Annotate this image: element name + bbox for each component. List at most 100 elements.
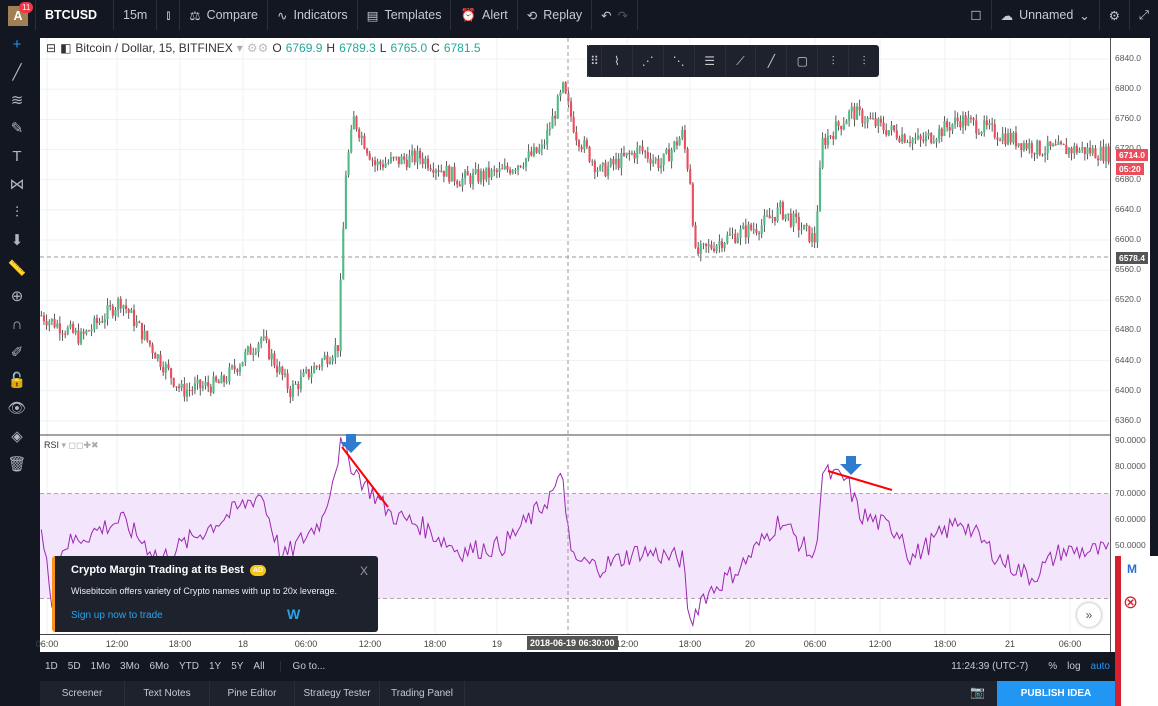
zoom-icon[interactable]: ⊕ [10, 288, 24, 305]
candle [291, 384, 294, 397]
templates-button[interactable]: ▤ Templates [358, 0, 452, 30]
symbol-search[interactable]: BTCUSD [36, 0, 114, 30]
candle [535, 147, 538, 153]
candle [421, 158, 424, 165]
ad-close-button[interactable]: X [359, 564, 368, 578]
price-tick: 6680.0 [1115, 173, 1141, 184]
replay-button[interactable]: ⟲ Replay [518, 0, 593, 30]
candle [1044, 153, 1047, 156]
trend-line-icon[interactable]: ╱ [12, 64, 22, 81]
tab-strategy-tester[interactable]: Strategy Tester [295, 681, 380, 706]
candle [755, 229, 758, 233]
rsi-settings-icon[interactable]: ▾ ◻◻✚✖ [61, 440, 99, 450]
price-axis[interactable]: 6840.0 6800.0 6760.0 6720.0 6680.0 6640.0 6600… [1110, 38, 1150, 652]
open-label: O [272, 41, 282, 55]
collapse-icon[interactable]: ⊟ [46, 41, 57, 55]
chart-style-button[interactable]: ⫾ [157, 0, 181, 30]
range-3mo[interactable]: 3Mo [120, 660, 140, 672]
prediction-icon[interactable]: ⫶ [15, 203, 19, 221]
text-icon[interactable]: T [12, 147, 22, 165]
user-menu[interactable]: A 11 [0, 0, 36, 30]
close-circle-icon[interactable]: ⊗ [1123, 592, 1139, 612]
candle [238, 366, 242, 373]
interval-button[interactable]: 15m [114, 0, 158, 30]
tab-screener[interactable]: Screener [40, 681, 125, 706]
layout-menu[interactable]: ☁ Unnamed ⌄ [992, 0, 1100, 30]
position-icon[interactable]: ⫶ [817, 45, 848, 77]
log-toggle[interactable]: log [1067, 660, 1081, 672]
settings-button[interactable]: ⚙ [1100, 0, 1130, 30]
eye-icon[interactable]: 👁 [7, 400, 27, 417]
pattern-tool-icon[interactable]: ⌇ [600, 45, 632, 77]
camera-icon[interactable]: 📷 [970, 685, 985, 699]
percent-toggle[interactable]: % [1048, 660, 1058, 672]
time-tick: 18:00 [168, 639, 192, 649]
candle [162, 367, 165, 373]
range-6mo[interactable]: 6Mo [149, 660, 169, 672]
candle [697, 247, 700, 254]
candle [352, 116, 355, 130]
range-1d[interactable]: 1D [45, 660, 58, 672]
candle [1083, 147, 1086, 155]
drag-handle-icon[interactable]: ⠿ [587, 45, 601, 77]
range-1y[interactable]: 1Y [208, 660, 222, 672]
indicators-button[interactable]: ∿ Indicators [268, 0, 358, 30]
fib-icon[interactable]: ≋ [10, 92, 24, 109]
forecast-icon[interactable]: ⫶ [848, 45, 879, 77]
ruler-icon[interactable]: 📏 [7, 260, 27, 277]
range-ytd[interactable]: YTD [178, 660, 199, 672]
candle [85, 330, 88, 334]
candle [1104, 146, 1108, 162]
magnet-icon[interactable]: ∩ [11, 315, 23, 333]
range-all[interactable]: All [253, 660, 265, 672]
candle [286, 373, 289, 389]
scroll-to-realtime-button[interactable]: » [1077, 603, 1101, 627]
abcd-icon[interactable]: ⋱ [662, 45, 694, 77]
chart-area[interactable] [40, 38, 1110, 652]
range-5d[interactable]: 5D [67, 660, 81, 672]
ray-icon[interactable]: ⟋ [724, 45, 756, 77]
undo-icon[interactable]: ↶ [601, 8, 612, 23]
tab-text-notes[interactable]: Text Notes [125, 681, 210, 706]
chart-canvas[interactable] [40, 38, 1110, 634]
range-1mo[interactable]: 1Mo [90, 660, 111, 672]
candle [895, 130, 898, 139]
candle [371, 159, 374, 161]
redo-icon[interactable]: ↷ [617, 8, 629, 23]
chevron-down-icon[interactable]: ▾ [236, 41, 243, 55]
candle [95, 317, 99, 323]
time-axis[interactable]: 2018-06-19 06:30:00 06:00 12:00 18:00 18 06:… [36, 634, 1110, 652]
alert-button[interactable]: ⏰ Alert [451, 0, 518, 30]
rectangle-icon[interactable]: ▢ [786, 45, 817, 77]
expand-button[interactable]: ⤢ [1130, 0, 1158, 30]
candle [874, 118, 877, 127]
candle [429, 168, 432, 170]
arrow-down-icon[interactable]: ⬇ [10, 232, 24, 249]
fullscreen-toggle[interactable]: ☐ [961, 0, 992, 30]
line-icon[interactable]: ╱ [755, 45, 786, 77]
lock-icon[interactable]: 🔓 [7, 372, 27, 389]
channel-icon[interactable]: ☰ [693, 45, 725, 77]
trash-icon[interactable]: 🗑 [7, 456, 27, 473]
pattern-icon[interactable]: ⋈ [9, 176, 25, 193]
layers-icon[interactable]: ◈ [11, 428, 23, 445]
tab-pine-editor[interactable]: Pine Editor [210, 681, 295, 706]
candle [532, 147, 536, 156]
settings-icon[interactable]: ⚙⚙ [246, 41, 269, 55]
go-to-button[interactable]: Go to... [279, 660, 331, 672]
auto-toggle[interactable]: auto [1090, 660, 1110, 672]
crosshair-icon[interactable]: + [12, 35, 22, 53]
range-5y[interactable]: 5Y [231, 660, 244, 672]
lock-drawing-icon[interactable]: ✐ [10, 344, 24, 361]
candle [564, 82, 567, 94]
candle [890, 125, 893, 131]
undo-redo[interactable]: ↶ ↷ [592, 0, 639, 30]
brush-icon[interactable]: ✎ [10, 120, 24, 137]
publish-idea-button[interactable]: PUBLISH IDEA [997, 681, 1115, 706]
xabcd-icon[interactable]: ⋰ [631, 45, 663, 77]
time-tick: 18:00 [933, 639, 957, 649]
ad-signup-link[interactable]: Sign up now to trade [71, 610, 163, 621]
compare-button[interactable]: ⚖ Compare [180, 0, 268, 30]
candle [1065, 144, 1068, 155]
tab-trading-panel[interactable]: Trading Panel [380, 681, 465, 706]
